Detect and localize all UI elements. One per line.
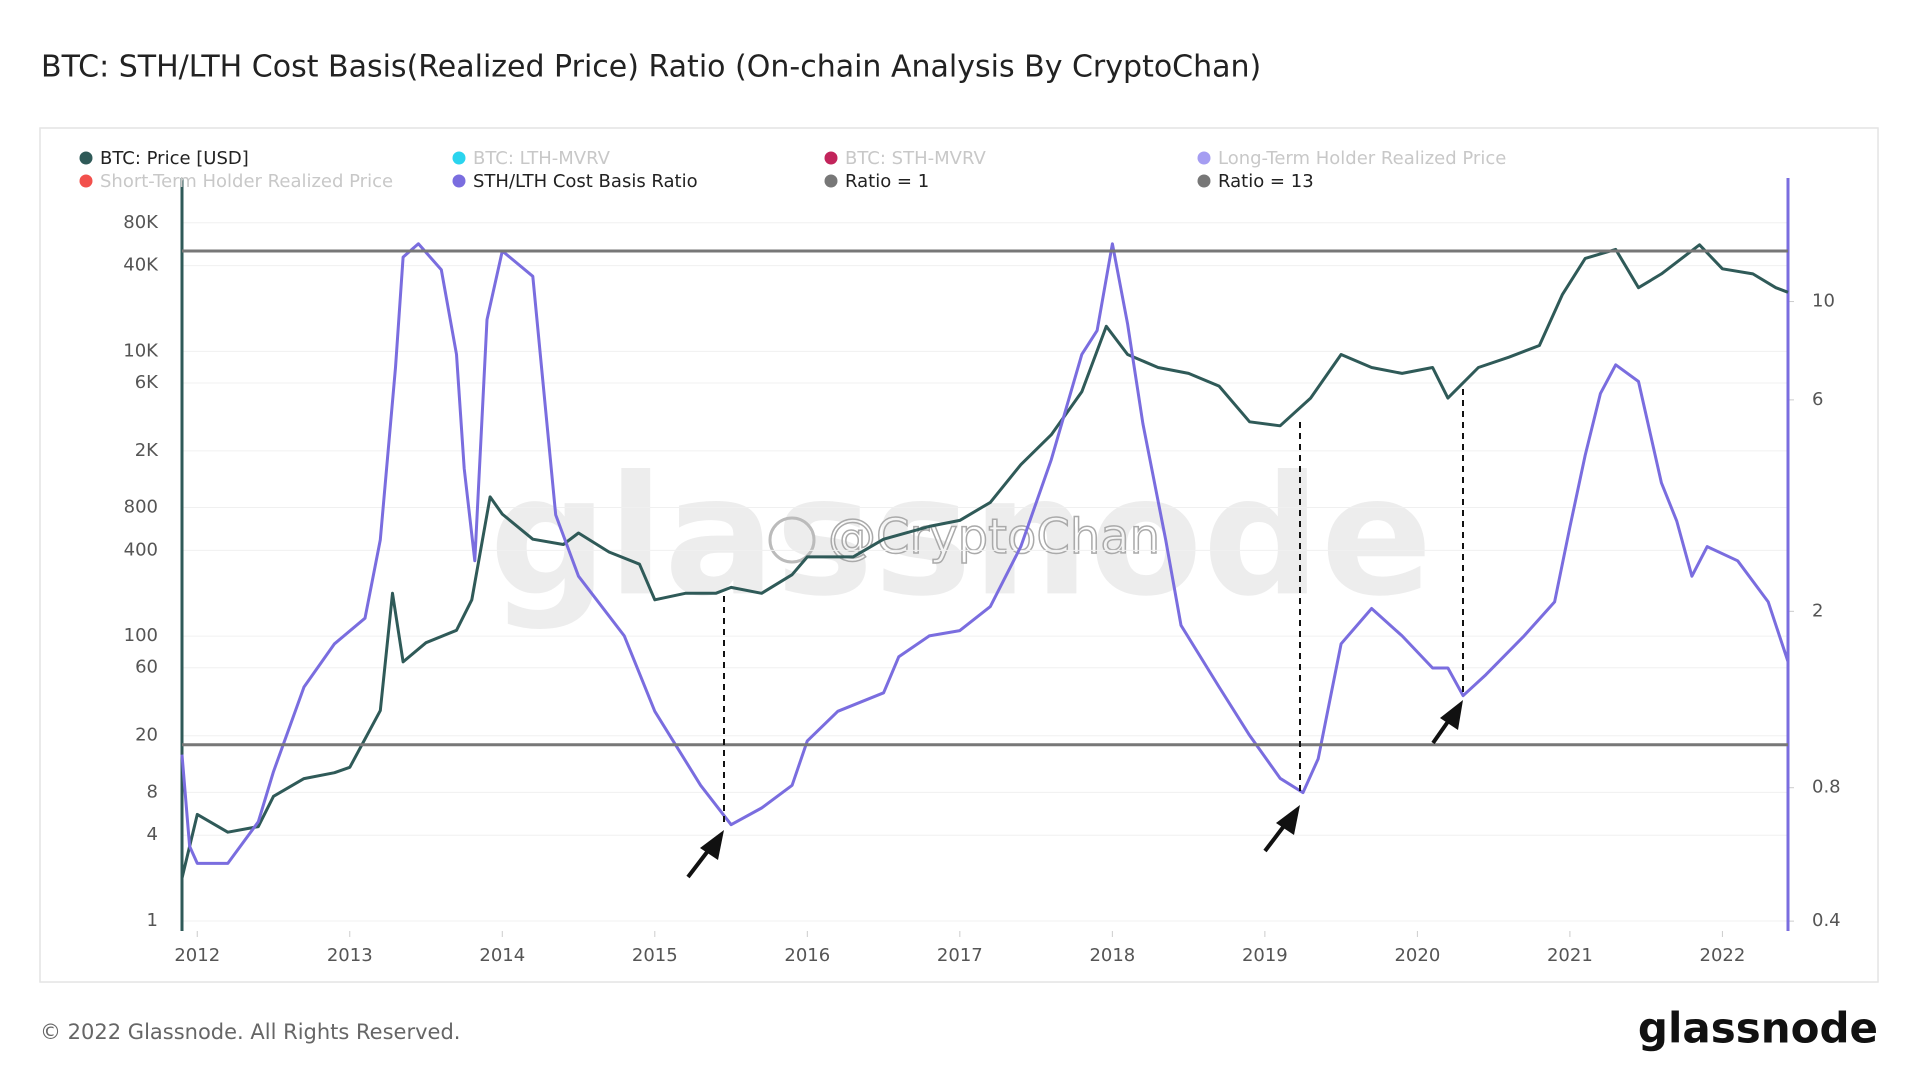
y2-tick-label: 10 [1812, 291, 1835, 312]
legend-label: BTC: LTH-MVRV [473, 148, 611, 169]
legend-label: Ratio = 13 [1218, 171, 1314, 192]
x-tick-label: 2013 [327, 945, 373, 966]
y-tick-label: 100 [124, 625, 158, 646]
annotations [686, 389, 1464, 879]
x-tick-label: 2022 [1700, 945, 1746, 966]
y2-tick-label: 6 [1812, 389, 1823, 410]
legend-swatch [79, 174, 93, 188]
weibo-icon [768, 516, 816, 564]
x-tick-label: 2015 [632, 945, 678, 966]
y2-tick-label: 0.4 [1812, 910, 1841, 931]
legend-swatch [824, 151, 838, 165]
plot [180, 178, 1794, 937]
logo: glassnode [1638, 1004, 1878, 1053]
y-tick-label: 800 [124, 497, 158, 518]
legend-swatch [824, 174, 838, 188]
legend-label: Short-Term Holder Realized Price [100, 171, 393, 192]
x-tick-label: 2021 [1547, 945, 1593, 966]
legend-label: Ratio = 1 [845, 171, 929, 192]
legend-swatch [452, 174, 466, 188]
legend-swatch [452, 151, 466, 165]
y-tick-label: 10K [123, 340, 159, 361]
legend-label: BTC: Price [USD] [100, 148, 249, 169]
chart-title: BTC: STH/LTH Cost Basis(Realized Price) … [41, 50, 1261, 85]
x-tick-label: 2016 [784, 945, 830, 966]
y-tick-label: 80K [123, 212, 159, 233]
legend-label: Long-Term Holder Realized Price [1218, 148, 1506, 169]
y2-tick-label: 2 [1812, 600, 1823, 621]
y-tick-label: 1 [147, 910, 158, 931]
footer: © 2022 Glassnode. All Rights Reserved. [40, 1020, 460, 1044]
series-line [180, 243, 1789, 879]
x-tick-label: 2017 [937, 945, 983, 966]
x-tick-label: 2012 [174, 945, 220, 966]
watermark-author: @CryptoChan [828, 509, 1160, 565]
y-tick-label: 4 [147, 824, 158, 845]
y-tick-label: 60 [135, 657, 158, 678]
y-tick-label: 40K [123, 255, 159, 276]
y-tick-label: 8 [147, 781, 158, 802]
watermark-author-group: @CryptoChan [768, 508, 1161, 566]
arrow-head [1440, 700, 1463, 730]
watermark: glassnode [489, 440, 1432, 632]
x-tick-label: 2019 [1242, 945, 1288, 966]
legend-label: STH/LTH Cost Basis Ratio [473, 171, 698, 192]
panel [39, 127, 1879, 983]
y-tick-label: 20 [135, 725, 158, 746]
x-tick-label: 2020 [1394, 945, 1440, 966]
y-tick-label: 6K [135, 372, 159, 393]
legend-label: BTC: STH-MVRV [845, 148, 986, 169]
arrow-head [1276, 805, 1300, 835]
legend-swatch [79, 151, 93, 165]
y-tick-label: 400 [124, 539, 158, 560]
y-tick-label: 2K [135, 440, 159, 461]
legend-swatch [1197, 151, 1211, 165]
arrow-head [700, 830, 724, 860]
legend-swatch [1197, 174, 1211, 188]
x-tick-label: 2014 [479, 945, 525, 966]
x-tick-label: 2018 [1089, 945, 1135, 966]
y2-tick-label: 0.8 [1812, 777, 1841, 798]
